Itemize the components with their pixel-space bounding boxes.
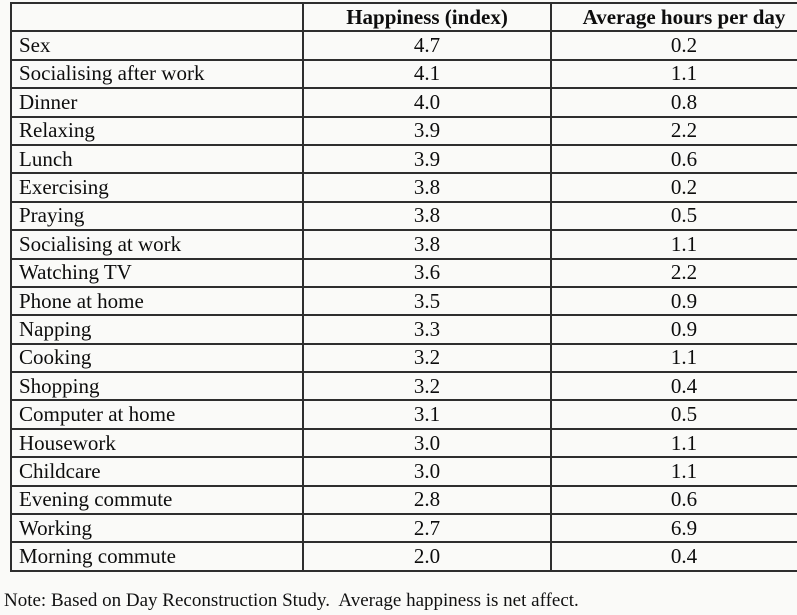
hours-cell: 0.5 bbox=[550, 399, 797, 430]
happiness-cell: 3.8 bbox=[302, 200, 552, 232]
happiness-cell: 3.8 bbox=[302, 229, 552, 260]
hours-cell: 1.1 bbox=[550, 342, 797, 374]
hours-cell: 0.2 bbox=[550, 172, 797, 203]
table-container: Happiness (index) Average hours per day … bbox=[10, 2, 797, 572]
activity-cell: Exercising bbox=[10, 172, 304, 203]
hours-cell: 0.2 bbox=[550, 30, 797, 61]
table-row: Childcare 3.0 1.1 bbox=[10, 456, 797, 487]
table-row: Praying 3.8 0.5 bbox=[10, 200, 797, 232]
hours-cell: 0.4 bbox=[550, 371, 797, 402]
happiness-cell: 3.0 bbox=[302, 456, 552, 487]
hours-cell: 1.1 bbox=[550, 58, 797, 90]
col-header-happiness: Happiness (index) bbox=[302, 2, 552, 33]
hours-cell: 0.8 bbox=[550, 87, 797, 118]
activity-cell: Socialising after work bbox=[10, 58, 304, 90]
hours-cell: 0.5 bbox=[550, 200, 797, 232]
happiness-cell: 2.0 bbox=[302, 541, 552, 572]
hours-cell: 1.1 bbox=[550, 229, 797, 260]
happiness-cell: 4.7 bbox=[302, 30, 552, 61]
table-row: Shopping 3.2 0.4 bbox=[10, 371, 797, 402]
happiness-cell: 4.0 bbox=[302, 87, 552, 118]
table-row: Exercising 3.8 0.2 bbox=[10, 172, 797, 203]
activity-cell: Cooking bbox=[10, 342, 304, 374]
table-row: Lunch 3.9 0.6 bbox=[10, 143, 797, 175]
happiness-cell: 3.6 bbox=[302, 257, 552, 288]
activity-cell: Evening commute bbox=[10, 484, 304, 516]
hours-cell: 2.2 bbox=[550, 257, 797, 288]
table-body: Sex 4.7 0.2 Socialising after work 4.1 1… bbox=[10, 30, 797, 572]
hours-cell: 2.2 bbox=[550, 115, 797, 146]
table-row: Housework 3.0 1.1 bbox=[10, 427, 797, 459]
activity-cell: Sex bbox=[10, 30, 304, 61]
happiness-cell: 3.9 bbox=[302, 115, 552, 146]
activity-cell: Morning commute bbox=[10, 541, 304, 572]
activities-table: Happiness (index) Average hours per day … bbox=[10, 2, 797, 572]
table-row: Napping 3.3 0.9 bbox=[10, 314, 797, 345]
table-row: Computer at home 3.1 0.5 bbox=[10, 399, 797, 430]
hours-cell: 6.9 bbox=[550, 513, 797, 544]
col-header-hours: Average hours per day bbox=[550, 2, 797, 33]
table-row: Morning commute 2.0 0.4 bbox=[10, 541, 797, 572]
table-row: Dinner 4.0 0.8 bbox=[10, 87, 797, 118]
activity-cell: Napping bbox=[10, 314, 304, 345]
col-header-activity bbox=[10, 2, 304, 33]
happiness-cell: 3.2 bbox=[302, 371, 552, 402]
activity-cell: Working bbox=[10, 513, 304, 544]
hours-cell: 1.1 bbox=[550, 456, 797, 487]
happiness-cell: 3.1 bbox=[302, 399, 552, 430]
happiness-cell: 3.8 bbox=[302, 172, 552, 203]
activity-cell: Shopping bbox=[10, 371, 304, 402]
activity-cell: Praying bbox=[10, 200, 304, 232]
table-note: Note: Based on Day Reconstruction Study.… bbox=[4, 590, 579, 611]
header-row: Happiness (index) Average hours per day bbox=[10, 2, 797, 33]
table-row: Cooking 3.2 1.1 bbox=[10, 342, 797, 374]
table-row: Socialising after work 4.1 1.1 bbox=[10, 58, 797, 90]
table-row: Socialising at work 3.8 1.1 bbox=[10, 229, 797, 260]
activity-cell: Dinner bbox=[10, 87, 304, 118]
happiness-cell: 3.0 bbox=[302, 427, 552, 459]
hours-cell: 0.4 bbox=[550, 541, 797, 572]
happiness-cell: 3.2 bbox=[302, 342, 552, 374]
hours-cell: 0.9 bbox=[550, 314, 797, 345]
table-row: Watching TV 3.6 2.2 bbox=[10, 257, 797, 288]
activity-cell: Socialising at work bbox=[10, 229, 304, 260]
table-row: Relaxing 3.9 2.2 bbox=[10, 115, 797, 146]
activity-cell: Housework bbox=[10, 427, 304, 459]
hours-cell: 0.9 bbox=[550, 285, 797, 317]
happiness-cell: 2.7 bbox=[302, 513, 552, 544]
activity-cell: Childcare bbox=[10, 456, 304, 487]
hours-cell: 1.1 bbox=[550, 427, 797, 459]
happiness-cell: 3.9 bbox=[302, 143, 552, 175]
happiness-cell: 3.5 bbox=[302, 285, 552, 317]
hours-cell: 0.6 bbox=[550, 484, 797, 516]
happiness-cell: 3.3 bbox=[302, 314, 552, 345]
happiness-cell: 2.8 bbox=[302, 484, 552, 516]
table-row: Evening commute 2.8 0.6 bbox=[10, 484, 797, 516]
happiness-cell: 4.1 bbox=[302, 58, 552, 90]
activity-cell: Watching TV bbox=[10, 257, 304, 288]
hours-cell: 0.6 bbox=[550, 143, 797, 175]
activity-cell: Relaxing bbox=[10, 115, 304, 146]
activity-cell: Lunch bbox=[10, 143, 304, 175]
activity-cell: Computer at home bbox=[10, 399, 304, 430]
table-row: Working 2.7 6.9 bbox=[10, 513, 797, 544]
activity-cell: Phone at home bbox=[10, 285, 304, 317]
table-row: Phone at home 3.5 0.9 bbox=[10, 285, 797, 317]
table-row: Sex 4.7 0.2 bbox=[10, 30, 797, 61]
